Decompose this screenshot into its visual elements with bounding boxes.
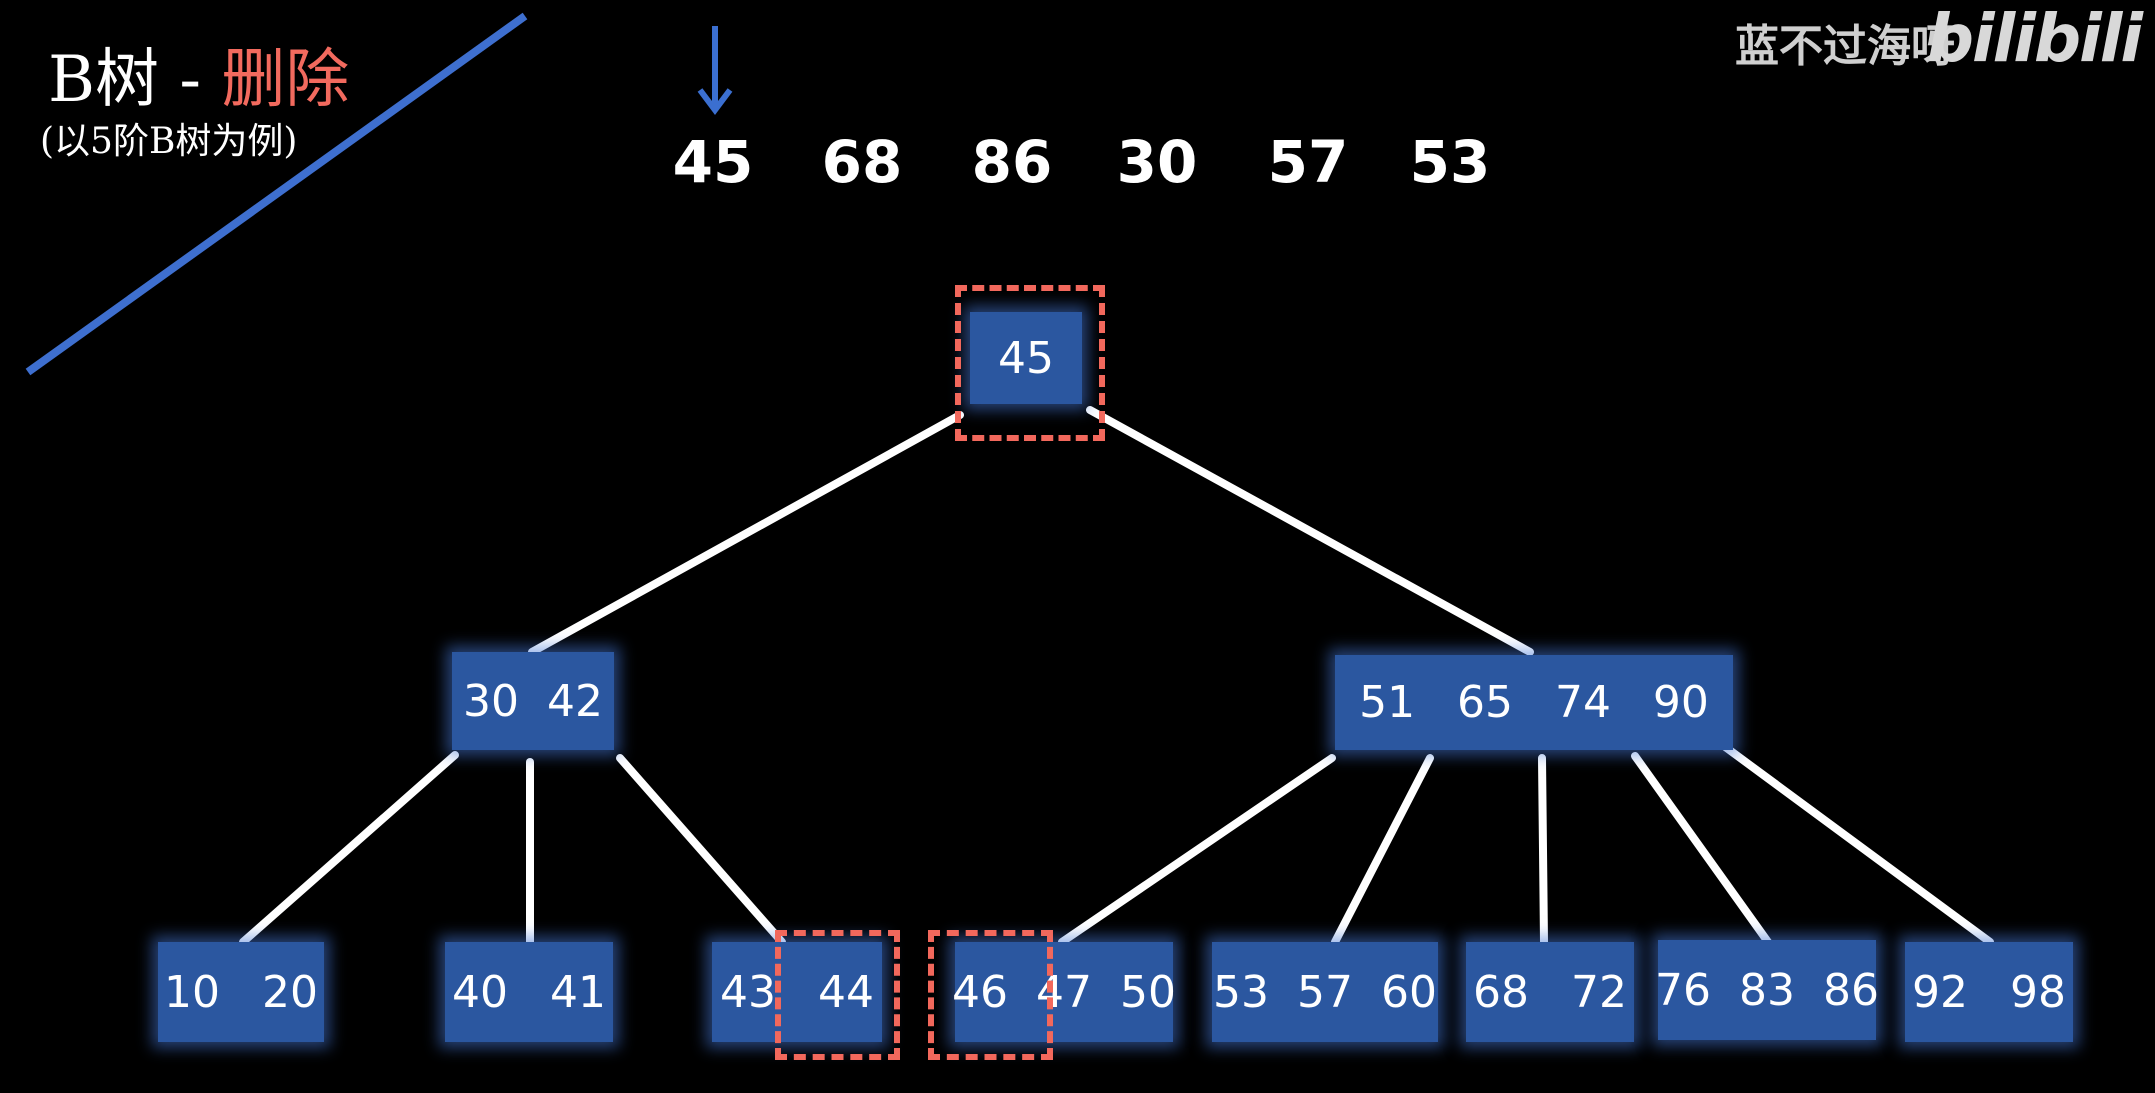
title-main: B树 - xyxy=(48,43,222,117)
sequence-item: 68 xyxy=(821,128,903,196)
corner-accent-line xyxy=(25,12,528,376)
leaf-node: 40 41 xyxy=(445,942,613,1042)
bilibili-logo: bilibili xyxy=(1926,0,2143,77)
delete-sequence: 45 68 86 30 57 53 xyxy=(0,128,2155,198)
sequence-item: 86 xyxy=(971,128,1053,196)
sequence-item: 53 xyxy=(1409,128,1491,196)
sequence-item: 57 xyxy=(1267,128,1349,196)
down-arrow-icon xyxy=(697,26,733,115)
page-subtitle: (以5阶B树为例) xyxy=(40,121,298,162)
leaf-node: 46 47 50 xyxy=(952,942,1176,1042)
root-node: 45 xyxy=(970,312,1082,404)
page-title: B树 - 删除 xyxy=(48,28,349,120)
root-highlight-box xyxy=(955,285,1105,441)
sequence-item: 30 xyxy=(1116,128,1198,196)
edge-right-leaf6 xyxy=(1538,754,1548,946)
leaf-node: 68 72 xyxy=(1466,942,1634,1042)
sequence-item: 45 xyxy=(672,128,754,196)
key-44-highlight-box xyxy=(775,930,900,1060)
internal-node-left: 30 42 xyxy=(452,652,614,750)
tree-edges xyxy=(239,406,1994,946)
title-highlight: 删除 xyxy=(221,43,350,117)
leaf-node: 43 44 xyxy=(712,942,882,1042)
author-watermark: 蓝不过海呀 xyxy=(1735,21,1955,72)
edge-right-leaf5 xyxy=(1331,754,1434,946)
leaf-node: 76 83 86 xyxy=(1655,940,1879,1040)
edge-left-leaf3 xyxy=(616,754,786,946)
edge-right-leaf7 xyxy=(1631,752,1772,946)
edge-right-leaf4 xyxy=(1058,754,1336,946)
leaf-node: 92 98 xyxy=(1905,942,2073,1042)
edge-left-leaf1 xyxy=(239,751,459,946)
leaf-node: 10 20 xyxy=(158,942,324,1042)
leaf-node: 53 57 60 xyxy=(1212,942,1438,1042)
edge-right-leaf8 xyxy=(1720,742,1994,946)
internal-node-right: 51 65 74 90 xyxy=(1335,655,1733,750)
edge-root-left xyxy=(528,411,964,656)
edge-root-right xyxy=(1086,406,1534,656)
key-46-highlight-box xyxy=(928,930,1053,1060)
